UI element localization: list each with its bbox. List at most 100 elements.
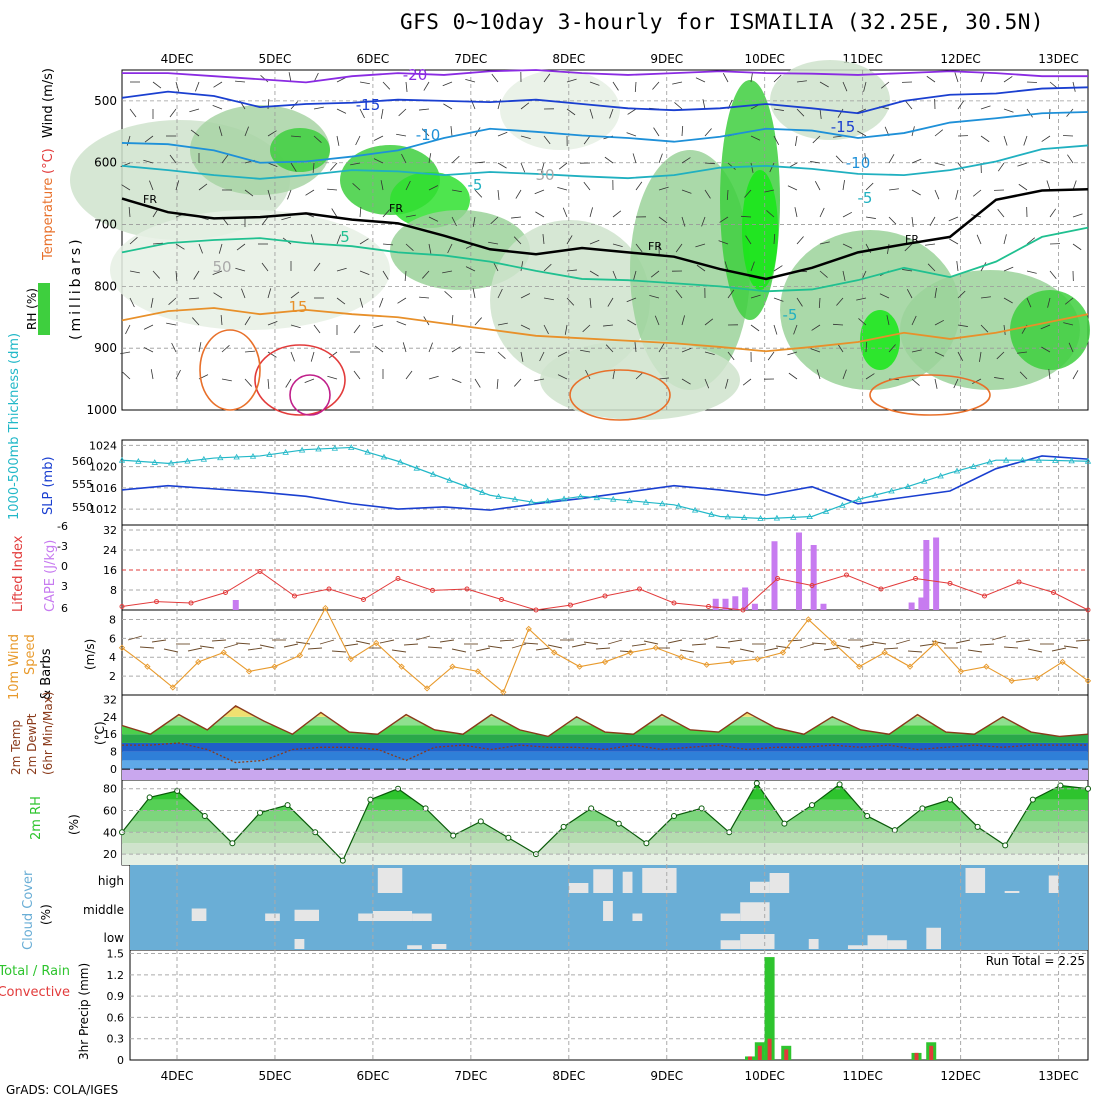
thickness-marker bbox=[593, 494, 600, 501]
rh-tick: 80 bbox=[103, 783, 117, 796]
ua-y-label-part: (m/s) bbox=[41, 68, 56, 102]
wind-barb bbox=[980, 135, 990, 143]
wind-barb bbox=[955, 189, 959, 200]
wind-barb bbox=[902, 269, 913, 272]
wind-barb bbox=[695, 77, 706, 83]
lifted-index-marker bbox=[878, 586, 884, 592]
panel-pr bbox=[129, 949, 1089, 1061]
wind-barb bbox=[287, 189, 292, 200]
wind-barb bbox=[427, 646, 443, 649]
rh-tick: 20 bbox=[103, 848, 117, 861]
wind-barb bbox=[534, 189, 545, 195]
wind-barb bbox=[244, 189, 254, 197]
wind-barb bbox=[904, 243, 913, 252]
cloud-low-block bbox=[887, 940, 907, 949]
wind-barb bbox=[612, 210, 622, 218]
slp-tick: 1012 bbox=[89, 503, 117, 516]
wind-speed-marker bbox=[983, 663, 990, 670]
wind-barb bbox=[403, 643, 419, 646]
wind-barb bbox=[957, 290, 966, 299]
wind-barb bbox=[857, 130, 867, 137]
wind-barb bbox=[773, 74, 782, 83]
wind-barb bbox=[955, 639, 971, 644]
wind-barb bbox=[405, 243, 414, 251]
wind-barb bbox=[934, 378, 938, 389]
panel-cape bbox=[121, 524, 1089, 611]
wind-barb bbox=[739, 648, 755, 653]
wind-barb bbox=[1017, 351, 1028, 354]
wind-barb bbox=[490, 216, 499, 225]
wind-barb bbox=[199, 645, 215, 649]
wind-barb bbox=[643, 640, 659, 645]
cloud-middle-block bbox=[740, 902, 770, 921]
wind-barb bbox=[493, 261, 499, 272]
cloud-high-block bbox=[1048, 875, 1059, 893]
thickness-marker bbox=[266, 451, 273, 458]
thickness-marker bbox=[118, 456, 126, 463]
wind-barb bbox=[488, 241, 499, 245]
wind-barb bbox=[166, 322, 177, 326]
cloud-low-block bbox=[847, 945, 868, 949]
wind-barb bbox=[957, 100, 965, 110]
temp-tick: 16 bbox=[103, 728, 117, 741]
wind-barb bbox=[1049, 270, 1057, 280]
wind-barb bbox=[842, 211, 853, 218]
wind-barb bbox=[837, 343, 844, 353]
wind-barb bbox=[451, 346, 461, 353]
wind-barb bbox=[1003, 324, 1006, 335]
wind-barb bbox=[886, 315, 890, 326]
wind-speed-marker bbox=[474, 668, 482, 675]
wind-barb bbox=[773, 135, 780, 146]
wind-barb bbox=[382, 270, 389, 280]
precip-conv-bar bbox=[748, 1056, 753, 1060]
wind-barb bbox=[126, 135, 131, 146]
rh2m-marker bbox=[1057, 782, 1064, 789]
wind-barb bbox=[956, 261, 959, 272]
cape-bar bbox=[771, 541, 778, 610]
wind-barb bbox=[812, 135, 821, 144]
thickness-marker bbox=[315, 445, 322, 452]
wind-barb bbox=[704, 378, 710, 389]
wind-barb bbox=[627, 319, 637, 326]
thickness-tick: 560 bbox=[72, 455, 93, 468]
wind-speed-marker bbox=[449, 663, 456, 670]
ua-y-tick: 600 bbox=[94, 156, 117, 170]
rh-shading bbox=[190, 105, 330, 195]
wind-speed-marker bbox=[322, 604, 329, 612]
wind-barb bbox=[451, 315, 454, 326]
wind-barb bbox=[236, 243, 246, 251]
wind-barb bbox=[906, 288, 913, 299]
wind-barb bbox=[905, 100, 913, 110]
cloud-low-block bbox=[926, 927, 942, 949]
wind-barb bbox=[520, 293, 531, 299]
wind-barb bbox=[681, 189, 692, 194]
contour-label: -20 bbox=[403, 66, 428, 84]
wind-barb bbox=[401, 153, 407, 164]
temp-band bbox=[122, 760, 1088, 770]
wind-barb bbox=[520, 162, 526, 173]
wind-barb bbox=[359, 238, 369, 245]
wind-speed-marker bbox=[347, 655, 354, 663]
wind-barb bbox=[879, 293, 890, 299]
thickness-marker bbox=[626, 497, 633, 504]
slp-label: SLP (mb) bbox=[41, 456, 56, 515]
wind-barb bbox=[290, 162, 297, 172]
wind-barb bbox=[421, 128, 430, 137]
wind-barb bbox=[856, 297, 867, 301]
wind-barb bbox=[793, 324, 798, 335]
wind-barb bbox=[267, 130, 277, 137]
wind-barb bbox=[557, 187, 568, 191]
wind-barb bbox=[241, 288, 246, 299]
wind-barb bbox=[859, 643, 875, 648]
wind-barb bbox=[842, 81, 848, 92]
wind-barb bbox=[794, 207, 798, 218]
wind-barb bbox=[474, 161, 485, 164]
wind-barb bbox=[595, 647, 611, 650]
wind-barb bbox=[609, 108, 614, 119]
wind-barb bbox=[373, 135, 384, 141]
wind-barb bbox=[863, 81, 867, 92]
wind-barb bbox=[428, 185, 439, 191]
wind-barb bbox=[125, 324, 131, 335]
wind-barb bbox=[511, 216, 522, 219]
rh-shading bbox=[270, 128, 330, 172]
